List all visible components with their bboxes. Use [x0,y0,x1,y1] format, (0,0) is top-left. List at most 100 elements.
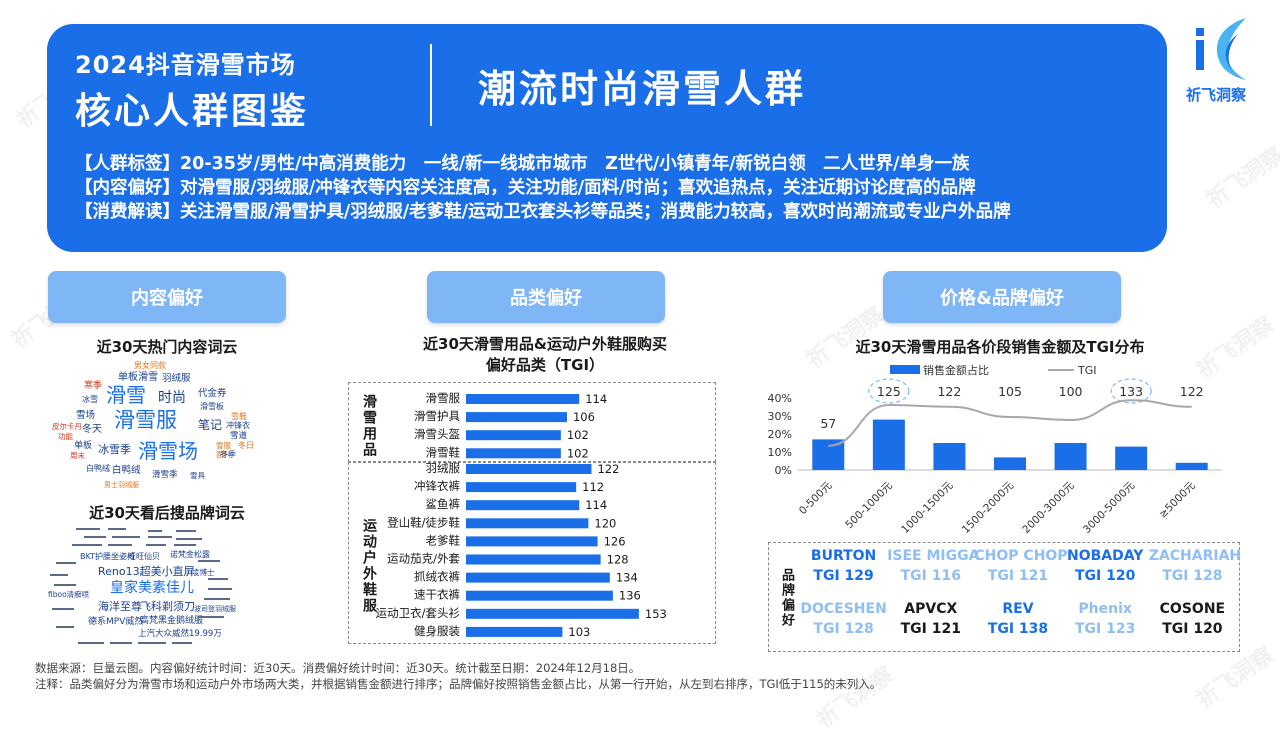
brand-name: COSONE [1159,601,1226,617]
cloud-word: 滑雪季 [152,470,178,480]
cloud-word: 滑雪服 [114,408,177,432]
category-bar [466,590,613,601]
cloud-word: 冬天 [82,424,102,435]
cloud-word: 冰雪 [82,395,98,404]
ski-goods-group-box [348,382,716,462]
feather-k-logo-icon [1196,18,1246,80]
footer-source: 数据来源：巨量云图。内容偏好统计时间：近30天。消费偏好统计时间：近30天。统计… [35,661,641,675]
tgi-value-label: 122 [1180,384,1204,399]
bar-value-label: 153 [645,607,667,621]
brand-name: APVCX [904,601,958,617]
hot-wordcloud-title: 近30天热门内容词云 [96,338,238,356]
y-tick-label: 0% [775,464,792,477]
legend-swatch-sales [890,365,920,374]
watermark: 祈飞洞察 [1202,142,1280,214]
cloud-word: 皮尔卡丹 [52,422,82,431]
bar-value-label: 112 [582,480,604,494]
brand-wordcloud: Reno13超美小直屏 皇家美素佳儿 海洋至尊 飞科剃须刀 德系MPV威然 高梵… [48,524,286,646]
brand-grid: BURTON TGI 129 ISEE MIGGA TGI 116 CHOP CHOP T… [800,548,1242,648]
legend-label-tgi: TGI [1077,364,1097,377]
cloud-word: 皇家美素佳儿 [110,580,194,596]
brand-cell: Phenix TGI 123 [1062,601,1149,637]
tgi-value-label: 100 [1059,384,1083,399]
bar-category-label: 滑雪头盔 [414,427,460,441]
tgi-value-label: 105 [998,384,1022,399]
brand-tgi: TGI 123 [1075,621,1136,637]
cloud-word: 诺梵金松露 [170,550,210,559]
cloud-word: 男士羽绒服 [104,481,139,489]
bar-value-label: 122 [597,462,619,476]
cloud-word: 滑雪板 [200,402,224,411]
x-tick-label: 1500-2000元 [960,479,1017,536]
cloud-word: 波司登羽绒服 [194,605,236,613]
brand-cell: REV TGI 138 [974,601,1061,637]
cloud-word: 单板 [74,441,93,451]
cloud-word: 男女同款 [134,361,166,370]
cloud-word: 面料 [216,450,231,459]
bar-category-label: 健身服装 [414,624,460,638]
category-bar [466,482,577,493]
cloud-word: BKT护腰坐姿椅 [80,552,135,561]
category-bar [466,464,592,474]
cloud-word: 凌博士 [192,568,215,577]
bar-value-label: 102 [567,446,589,460]
price-bar [1054,443,1087,470]
small-brand-text-scatter [50,528,232,644]
watermark: 祈飞洞察 [812,662,899,734]
cloud-word: 冰雪季 [98,443,131,456]
bar-category-label: 冲锋衣裤 [414,479,460,493]
x-tick-label: 0-500元 [797,479,835,517]
tgi-value-label: 122 [937,384,961,399]
brand-name: NOBADAY [1066,548,1144,564]
brand-name: DOCESHEN [800,601,887,617]
category-tgi-bar-chart: 滑雪服 114 滑雪护具 106 滑雪头盔 102 滑雪鞋 102 羽绒服 122 冲锋衣裤 112 鲨… [376,391,667,639]
tag-line-consumption: 【消费解读】关注滑雪服/滑雪护具/羽绒服/老爹鞋/运动卫衣套头衫等品类；消费能力… [75,202,1011,222]
tgi-highlight-circle [1110,378,1152,404]
brand-pref-box [768,542,1240,652]
category-bar [466,608,639,619]
category-bar [466,536,598,547]
brand-name: BURTON [810,548,877,564]
cloud-word: 雪具 [190,471,205,480]
cloud-word: 冲锋衣 [226,421,250,430]
price-chart-title: 近30天滑雪用品各价段销售金额及TGI分布 [855,338,1145,356]
header-banner [47,24,1167,252]
brand-tgi: TGI 138 [987,621,1049,637]
x-tick-label: 1000-1500元 [899,479,956,536]
cloud-word: 海洋至尊 [98,600,142,613]
tgi-value-label: 125 [877,384,901,399]
cloud-word: 功能 [58,432,73,441]
brand-wordcloud-title: 近30天看后搜品牌词云 [89,504,245,522]
legend-label-sales: 销售金额占比 [923,363,989,377]
category-bar [466,572,610,583]
header-divider [430,44,432,126]
brand-cell: CHOP CHOP TGI 121 [974,548,1067,584]
brand-cell: DOCESHEN TGI 128 [800,601,887,637]
x-tick-label: 500-1000元 [843,479,895,531]
brand-name: REV [1002,601,1034,617]
bar-value-label: 134 [616,571,638,585]
bar-category-label: 运动茄克/外套 [387,552,460,566]
cloud-word: 时尚 [158,390,186,406]
brand-pref-label: 品牌偏好 [779,568,794,628]
brand-cell: APVCX TGI 121 [887,601,974,637]
outdoor-apparel-group-box [348,462,716,644]
tgi-value-label: 133 [1119,384,1143,399]
cloud-word: 德系MPV威然 [88,617,144,627]
section-price-brand-pref: 价格&品牌偏好 [883,271,1121,323]
section-content-pref: 内容偏好 [48,271,286,323]
bar-category-label: 速干衣裤 [414,588,460,602]
price-bar [994,457,1026,470]
cloud-word: 白鸭绒 [86,464,110,473]
bar-category-label: 滑雪鞋 [426,445,461,459]
x-tick-label: 2000-3000元 [1020,479,1077,536]
brand-name: ZACHARIAH [1148,548,1242,564]
cloud-word: Reno13超美小直屏 [98,565,195,578]
cloud-word: fiboo清癣喷 [48,590,90,599]
brand-tgi: TGI 120 [1075,568,1136,584]
bar-category-label: 滑雪服 [426,391,461,405]
tgi-line [828,399,1192,447]
brand-cell: ZACHARIAH TGI 128 [1148,548,1242,584]
cloud-word: 白鸭绒 [112,465,141,476]
cloud-word: 雪场 [76,410,96,421]
